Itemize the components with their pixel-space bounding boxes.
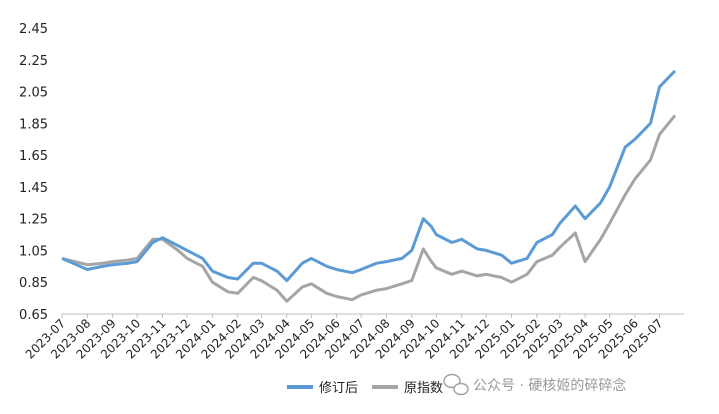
y-tick-label: 0.65 bbox=[19, 308, 48, 323]
y-tick-label: 1.45 bbox=[19, 181, 48, 196]
legend: 修订后 原指数 bbox=[287, 381, 443, 396]
watermark-text: 公众号 · 硬核姬的碎碎念 bbox=[473, 377, 626, 394]
wechat-icon bbox=[443, 373, 469, 396]
y-tick-label: 2.05 bbox=[19, 86, 48, 101]
x-axis-ticks: 2023-072023-082023-092023-102023-112023-… bbox=[23, 314, 666, 362]
y-tick-label: 1.65 bbox=[19, 149, 48, 164]
series-lines bbox=[61, 69, 677, 303]
series-line-original bbox=[61, 114, 677, 303]
y-tick-label: 0.85 bbox=[19, 276, 48, 291]
watermark: 公众号 · 硬核姬的碎碎念 bbox=[443, 373, 626, 396]
legend-label-revised: 修订后 bbox=[319, 381, 358, 396]
y-axis-ticks: 0.65 0.85 1.05 1.25 1.45 1.65 1.85 2.05 2.25 2.45 bbox=[19, 22, 48, 323]
y-tick-label: 2.45 bbox=[19, 22, 48, 37]
y-tick-label: 1.05 bbox=[19, 244, 48, 259]
y-tick-label: 1.25 bbox=[19, 213, 48, 228]
legend-label-original: 原指数 bbox=[404, 381, 443, 396]
series-line-revised bbox=[61, 69, 677, 283]
y-tick-label: 1.85 bbox=[19, 117, 48, 132]
y-tick-label: 2.25 bbox=[19, 54, 48, 69]
